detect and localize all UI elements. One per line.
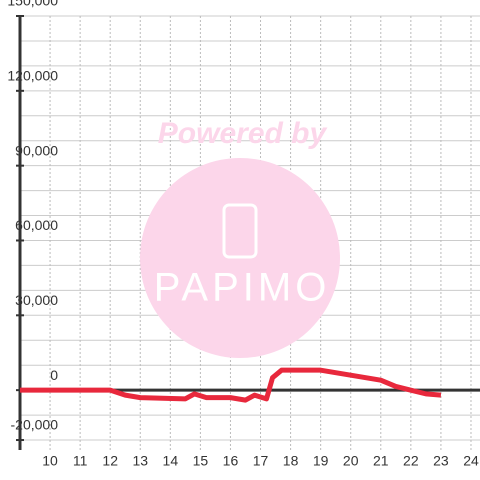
x-tick-label: 24 bbox=[463, 453, 479, 469]
x-tick-label: 16 bbox=[223, 453, 239, 469]
x-tick-label: 22 bbox=[403, 453, 419, 469]
y-tick-label: 60,000 bbox=[15, 217, 58, 233]
x-tick-label: 15 bbox=[193, 453, 209, 469]
x-tick-label: 21 bbox=[373, 453, 389, 469]
y-tick-label: 90,000 bbox=[15, 142, 58, 158]
y-tick-label: 150,000 bbox=[7, 0, 58, 9]
x-tick-label: 13 bbox=[132, 453, 148, 469]
watermark-logo: PAPIMO bbox=[154, 266, 331, 310]
watermark-text: Powered by bbox=[158, 117, 328, 150]
watermark-phone bbox=[222, 203, 258, 259]
y-tick-label: 120,000 bbox=[7, 68, 58, 84]
x-tick-label: 19 bbox=[313, 453, 329, 469]
data-line bbox=[20, 367, 442, 403]
x-tick-label: 20 bbox=[343, 453, 359, 469]
y-tick-label: 30,000 bbox=[15, 292, 58, 308]
x-tick-label: 14 bbox=[163, 453, 179, 469]
y-tick-label: -20,000 bbox=[11, 417, 59, 433]
x-tick-label: 23 bbox=[433, 453, 449, 469]
x-tick-label: 10 bbox=[42, 453, 58, 469]
x-tick-label: 11 bbox=[73, 453, 88, 469]
y-tick-label: 0 bbox=[50, 367, 58, 383]
x-tick-label: 18 bbox=[283, 453, 299, 469]
x-tick-label: 17 bbox=[253, 453, 269, 469]
watermark: Powered by PAPIMO bbox=[140, 117, 340, 358]
x-tick-label: 12 bbox=[102, 453, 118, 469]
